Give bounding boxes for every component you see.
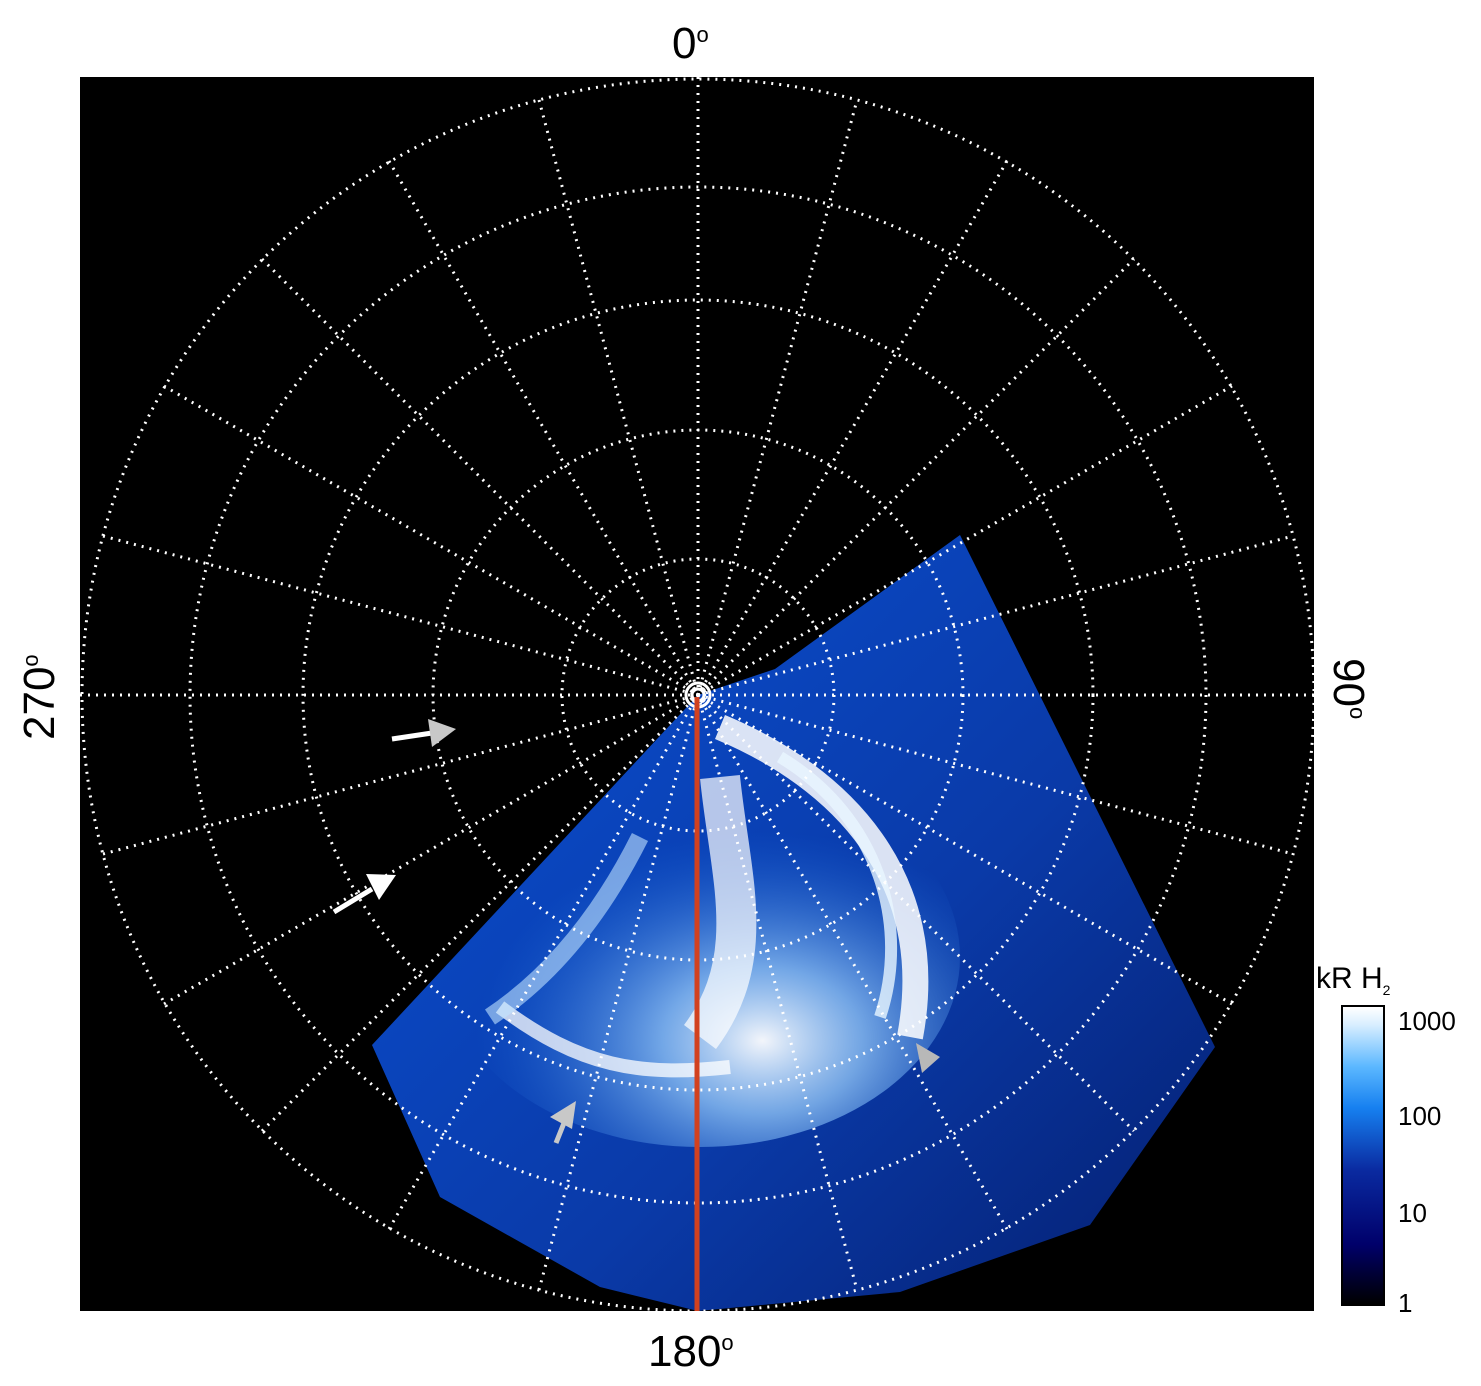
polar-aurora-map	[80, 77, 1314, 1311]
colorbar-tick-100: 100	[1398, 1101, 1442, 1131]
gray-arrow-icon	[916, 1043, 940, 1073]
colorbar-tick-1000: 1000	[1398, 1006, 1456, 1036]
white-arrow-icon	[332, 874, 396, 915]
feature-arrows	[332, 719, 940, 1144]
colorbar-tick-10: 10	[1398, 1198, 1427, 1228]
colorbar-tick-1: 1	[1398, 1288, 1413, 1318]
main-auroral-arc	[714, 715, 929, 1040]
colorbar	[1341, 1005, 1385, 1306]
gray-arrow-icon	[550, 1101, 576, 1144]
latitude-longitude-grid	[80, 77, 1314, 1311]
colorbar-title: kR H2	[1316, 962, 1391, 998]
longitude-label-270: 270o	[15, 654, 64, 740]
longitude-label-180: 180o	[648, 1327, 734, 1376]
longitude-label-90: 90o	[1324, 658, 1373, 720]
longitude-label-0: 0o	[672, 19, 709, 68]
white-arrow-icon	[391, 719, 456, 747]
